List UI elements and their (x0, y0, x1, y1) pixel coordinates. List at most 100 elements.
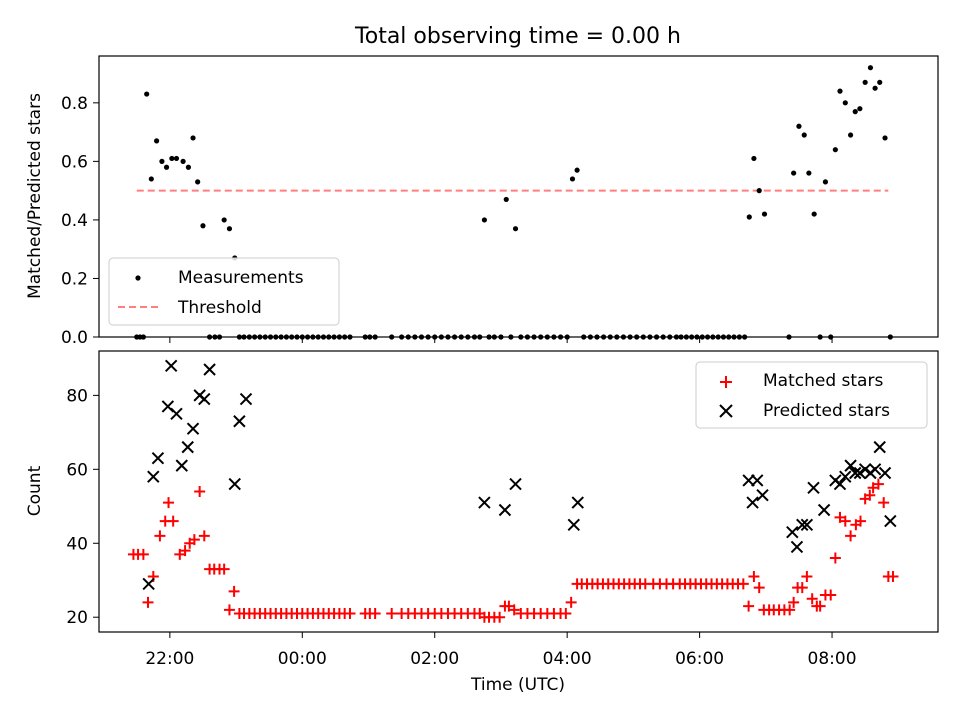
matched-star-point (344, 608, 356, 620)
measurement-point (852, 109, 858, 115)
x-tick-label: 02:00 (410, 649, 459, 669)
matched-star-point (784, 604, 796, 616)
measurement-point (154, 138, 160, 144)
matched-star-point (565, 596, 577, 608)
measurement-point (512, 226, 519, 232)
matched-star-point (494, 611, 506, 623)
predicted-star-point (817, 503, 831, 517)
measurement-point (163, 164, 170, 170)
measurement-point (837, 88, 843, 94)
measurement-point (148, 176, 154, 182)
top-y-axis-label: Matched/Predicted stars (25, 93, 45, 299)
predicted-star-point (873, 440, 886, 454)
matched-star-point (369, 608, 381, 620)
predicted-star-point (478, 496, 491, 509)
predicted-star-point (844, 459, 857, 472)
measurement-point (822, 179, 829, 185)
predicted-star-point (884, 514, 897, 528)
matched-star-point (154, 530, 166, 542)
matched-star-point (864, 489, 876, 501)
measurement-point (159, 158, 165, 164)
predicted-star-point (786, 525, 799, 539)
matched-star-point (753, 582, 765, 594)
measurement-point (872, 85, 878, 91)
measurement-point (761, 211, 768, 217)
predicted-star-point (142, 577, 155, 591)
x-tick-label: 08:00 (808, 649, 857, 669)
measurement-point (503, 196, 509, 203)
bottom-y-axis-label: Count (25, 465, 45, 516)
x-tick-label: 06:00 (675, 649, 724, 669)
measurement-point (756, 188, 762, 194)
measurement-point (751, 155, 757, 162)
bottom-plot-marks (127, 359, 899, 623)
matched-star-point (179, 545, 191, 557)
measurement-point (144, 91, 150, 97)
measurement-point (832, 147, 838, 153)
predicted-star-point (751, 474, 764, 487)
matched-star-point (188, 534, 200, 546)
predicted-star-point (164, 359, 178, 372)
matched-star-point (814, 600, 826, 612)
top-y-tick-label: 0.8 (61, 94, 88, 114)
measurement-point (842, 100, 848, 106)
matched-star-point (737, 578, 749, 590)
matched-star-point (167, 515, 179, 527)
measurement-point (796, 123, 802, 129)
measurement-point (574, 167, 580, 173)
top-y-tick-label: 0.2 (61, 269, 88, 289)
matched-star-point (796, 582, 808, 594)
top-y-tick-label: 0.0 (61, 328, 88, 348)
predicted-star-point (170, 407, 183, 421)
predicted-star-point (839, 470, 852, 483)
measurement-point (200, 223, 206, 229)
top-axes: 0.0 0.2 0.4 0.6 0.8 (61, 94, 833, 348)
matched-star-point (194, 486, 206, 497)
bottom-legend: Matched stars Predicted stars (695, 361, 928, 429)
matched-star-point (218, 563, 230, 575)
measurement-point (811, 211, 817, 217)
predicted-star-point (175, 459, 188, 472)
measurement-point (569, 176, 576, 182)
predicted-star-point (796, 518, 809, 531)
legend-measurements-marker (135, 275, 141, 281)
matched-star-point (887, 571, 899, 583)
measurement-point (195, 179, 201, 185)
top-legend-box (108, 257, 340, 326)
matched-star-point (788, 596, 800, 608)
matched-star-point (386, 608, 398, 620)
matched-star-point (163, 497, 175, 509)
measurement-point (169, 155, 175, 162)
matched-star-point (872, 478, 884, 490)
bottom-y-tick-label: 60 (66, 460, 88, 480)
legend-matched-marker (720, 376, 732, 388)
predicted-star-point (151, 452, 165, 465)
matched-star-point (508, 604, 520, 616)
matched-star-point (845, 530, 857, 542)
measurement-point (877, 79, 883, 85)
measurement-point (185, 164, 191, 170)
matched-star-point (223, 604, 235, 616)
predicted-star-point (181, 440, 194, 454)
bottom-y-tick-label: 80 (66, 386, 88, 406)
predicted-star-point (571, 496, 584, 509)
measurement-point (221, 217, 227, 223)
matched-star-point (829, 552, 841, 564)
predicted-star-point (198, 392, 211, 406)
matched-star-point (878, 497, 890, 509)
legend-threshold-label: Threshold (177, 298, 262, 318)
measurement-point (867, 65, 874, 71)
measurement-point (847, 132, 854, 138)
bottom-y-tick-label: 40 (66, 534, 88, 554)
bottom-panel: 20 40 60 80 22:00 00:00 02:00 04:00 06:00 08:00 C… (25, 350, 939, 695)
x-axis-label: Time (UTC) (470, 675, 565, 695)
top-panel: 0.00.20.40.60.8 Matched/Predicted stars … (25, 55, 939, 348)
measurement-point (173, 155, 180, 162)
bottom-y-tick-label: 20 (66, 608, 88, 628)
measurement-point (862, 79, 868, 85)
predicted-star-point (233, 415, 246, 428)
predicted-star-point (509, 477, 522, 491)
measurement-point (801, 132, 807, 138)
predicted-star-point (239, 392, 253, 406)
